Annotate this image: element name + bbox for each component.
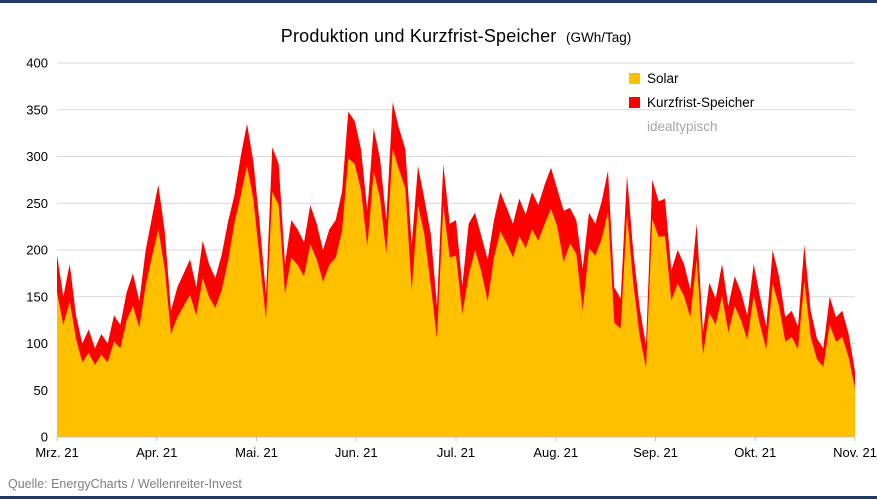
y-tick-label: 200 xyxy=(26,243,48,258)
y-tick-label: 50 xyxy=(34,383,48,398)
chart-title-main: Produktion und Kurzfrist-Speicher xyxy=(280,26,557,46)
y-tick-label: 350 xyxy=(26,102,48,117)
x-tick-label: Apr. 21 xyxy=(136,445,177,460)
x-tick-label: Jul. 21 xyxy=(437,445,475,460)
legend-label-solar: Solar xyxy=(647,70,679,86)
solar-swatch-icon xyxy=(629,72,640,84)
legend-item-idealtypisch: idealtypisch xyxy=(629,114,754,138)
x-tick-label: Mai. 21 xyxy=(235,445,278,460)
y-tick-label: 100 xyxy=(26,336,48,351)
legend: Solar Kurzfrist-Speicher idealtypisch xyxy=(629,66,754,138)
x-tick-label: Sep. 21 xyxy=(633,445,678,460)
y-tick-label: 400 xyxy=(26,56,48,71)
legend-item-solar: Solar xyxy=(629,66,754,90)
speicher-swatch-icon xyxy=(629,96,640,108)
legend-item-speicher: Kurzfrist-Speicher xyxy=(629,90,754,114)
solar-area xyxy=(57,149,855,437)
legend-label-idealtypisch: idealtypisch xyxy=(647,118,718,134)
top-border-bar xyxy=(0,0,877,3)
legend-label-speicher: Kurzfrist-Speicher xyxy=(647,94,755,110)
x-tick-label: Okt. 21 xyxy=(734,445,776,460)
x-tick-label: Mrz. 21 xyxy=(35,445,78,460)
x-tick-label: Nov. 21 xyxy=(833,445,877,460)
chart-title: Produktion und Kurzfrist-Speicher (GWh/T… xyxy=(57,26,855,47)
source-note: Quelle: EnergyCharts / Wellenreiter-Inve… xyxy=(8,477,242,491)
x-tick-label: Aug. 21 xyxy=(533,445,578,460)
y-tick-label: 0 xyxy=(41,430,48,445)
x-tick-label: Jun. 21 xyxy=(335,445,378,460)
y-tick-label: 300 xyxy=(26,149,48,164)
chart-title-units: (GWh/Tag) xyxy=(565,30,632,45)
y-tick-label: 250 xyxy=(26,196,48,211)
y-tick-label: 150 xyxy=(26,289,48,304)
bottom-border-bar xyxy=(0,496,877,499)
